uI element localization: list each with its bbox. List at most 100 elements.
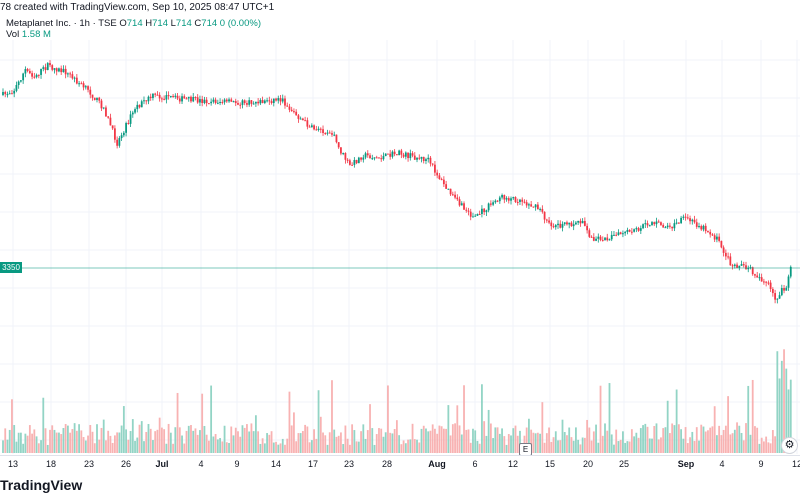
volume-bar: [525, 427, 528, 453]
candle-body: [592, 237, 595, 241]
volume-bar: [364, 438, 367, 453]
volume-bar: [514, 425, 517, 453]
volume-bar: [630, 429, 633, 453]
candle-body: [331, 133, 333, 135]
volume-bar: [221, 441, 224, 453]
time-axis[interactable]: [0, 455, 800, 472]
candle-body: [633, 229, 636, 232]
candle-body: [613, 234, 615, 236]
candle-body: [465, 209, 468, 211]
candle-body: [617, 232, 620, 236]
volume-bar: [615, 429, 618, 453]
volume-bar: [340, 432, 342, 453]
candle-body: [160, 98, 163, 100]
volume-bar: [447, 405, 450, 453]
candle-body: [745, 265, 747, 270]
candle-body: [178, 98, 181, 102]
volume-bar: [382, 436, 385, 453]
volume-bar: [736, 422, 738, 453]
candle-body: [595, 238, 597, 241]
candle-body: [120, 135, 123, 139]
volume-bar: [516, 435, 519, 453]
volume-bar: [720, 435, 723, 453]
volume-bar: [557, 440, 559, 453]
candle-body: [727, 256, 729, 258]
volume-bar: [501, 428, 503, 453]
volume-bar: [96, 424, 98, 453]
volume-bar: [691, 431, 694, 453]
candle-body: [579, 220, 582, 224]
gear-icon[interactable]: ⚙: [781, 437, 798, 454]
volume-bar: [306, 426, 309, 453]
volume-bar: [588, 427, 591, 453]
candle-body: [337, 142, 340, 148]
x-tick-label: 9: [758, 459, 763, 469]
volume-bar: [407, 439, 409, 453]
volume-bar: [418, 442, 421, 453]
candle-body: [776, 298, 779, 300]
candle-body: [716, 236, 718, 240]
candle-body: [96, 97, 98, 100]
volume-bar: [467, 429, 470, 453]
candle-body: [17, 81, 20, 86]
volume-bar: [463, 385, 465, 453]
candle-body: [140, 101, 143, 108]
candle-body: [308, 126, 311, 128]
volume-bar: [552, 437, 555, 453]
volume-bar: [733, 429, 736, 453]
volume-bar: [445, 428, 448, 453]
candle-body: [344, 153, 347, 160]
volume-bar: [624, 442, 627, 453]
candle-body: [219, 102, 221, 104]
candle-body: [442, 179, 445, 185]
candle-body: [413, 155, 416, 160]
volume-bar: [107, 430, 110, 453]
candle-body: [203, 99, 206, 103]
candle-body: [319, 128, 322, 130]
candle-body: [335, 134, 338, 143]
volume-bar: [581, 437, 584, 453]
candle-body: [393, 151, 396, 155]
volume-bar: [389, 432, 392, 453]
candle-body: [15, 85, 18, 91]
volume-bar: [642, 425, 644, 453]
created-with-line: 78 created with TradingView.com, Sep 10,…: [0, 2, 275, 13]
candle-body: [223, 99, 226, 103]
candle-body: [62, 68, 65, 73]
volume-bar: [223, 425, 226, 453]
volume-bar: [375, 434, 378, 453]
volume-bar: [143, 441, 145, 453]
volume-bar: [695, 427, 698, 453]
candle-body: [71, 74, 74, 79]
volume-bar: [11, 399, 13, 453]
volume-bar: [449, 435, 452, 453]
candle-body: [431, 163, 434, 165]
volume-bar: [241, 425, 244, 453]
volume-bar: [789, 379, 792, 453]
volume-bar: [232, 435, 235, 453]
volume-bar: [373, 444, 376, 453]
x-tick-label: 14: [271, 459, 281, 469]
candle-body: [532, 206, 535, 208]
earnings-marker[interactable]: E: [519, 443, 532, 456]
x-tick-label: 15: [545, 459, 555, 469]
candle-body: [487, 203, 490, 211]
volume-header: Vol 1.58 M: [6, 29, 51, 40]
candle-body: [778, 295, 781, 299]
volume-bar: [633, 436, 636, 453]
candle-body: [427, 157, 430, 160]
volume-bar: [284, 444, 286, 453]
x-tick-label: 20: [583, 459, 593, 469]
candle-body: [789, 266, 792, 277]
volume-bar: [707, 430, 709, 453]
candle-body: [581, 220, 584, 224]
volume-bar: [653, 426, 656, 453]
candle-body: [272, 98, 275, 104]
candle-body: [346, 159, 349, 161]
volume-bar: [335, 436, 338, 453]
volume-bar: [82, 437, 85, 453]
volume-bar: [434, 428, 436, 453]
volume-bar: [281, 438, 284, 453]
volume-bar: [28, 425, 31, 453]
